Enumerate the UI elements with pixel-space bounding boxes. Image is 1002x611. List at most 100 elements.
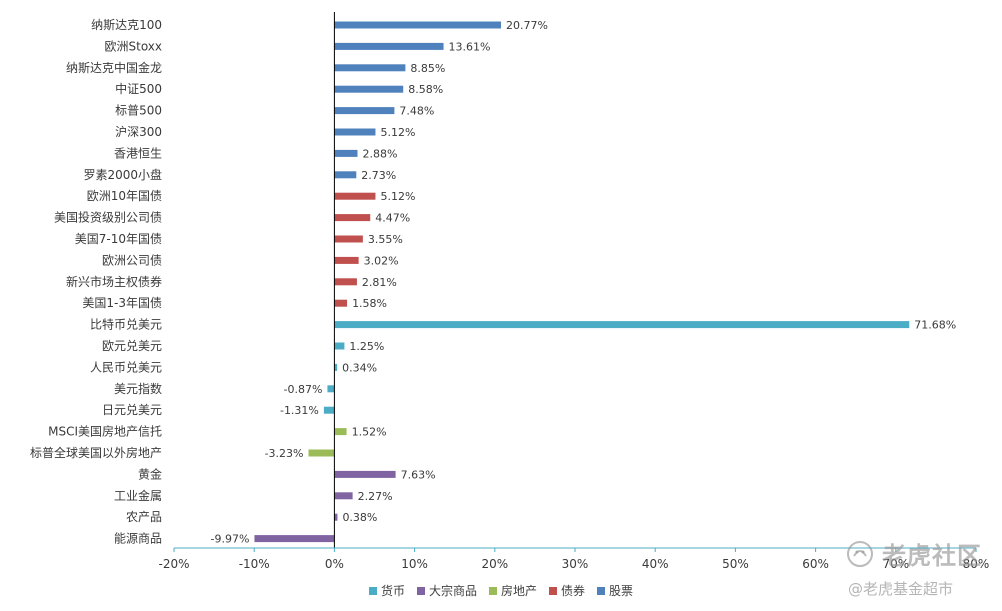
bar: [327, 385, 335, 393]
bar: [334, 149, 358, 157]
data-label: 8.58%: [408, 83, 443, 96]
category-label: 美元指数: [114, 381, 162, 396]
category-label: 美国投资级别公司债: [54, 210, 162, 225]
bar: [334, 299, 348, 307]
x-tick-label: 0%: [325, 557, 344, 571]
bar: [334, 428, 347, 436]
legend-swatch: [368, 586, 377, 595]
legend-swatch: [488, 586, 497, 595]
x-tick-label: 30%: [562, 557, 589, 571]
category-label: 纳斯达克100: [91, 18, 162, 32]
legend-swatch: [416, 586, 425, 595]
data-label: 5.12%: [380, 126, 415, 139]
bar: [334, 171, 357, 179]
data-label: 2.81%: [362, 276, 397, 289]
category-label: MSCI美国房地产信托: [48, 424, 162, 439]
legend-label: 债券: [561, 584, 586, 598]
bar: [334, 214, 371, 222]
bar: [323, 406, 335, 414]
category-label: 黄金: [138, 466, 162, 481]
bar: [254, 535, 335, 543]
category-label: 欧洲10年国债: [87, 189, 162, 203]
category-label: 比特币兑美元: [90, 317, 162, 332]
watermark-handle: @老虎基金超市: [848, 580, 954, 598]
watermark-title: 老虎社区: [882, 542, 982, 570]
data-label: 7.63%: [401, 468, 436, 481]
legend-label: 货币: [380, 584, 405, 598]
bar: [334, 278, 357, 286]
bar: [308, 449, 335, 457]
bar: [334, 342, 345, 350]
data-label: 3.02%: [364, 254, 399, 267]
data-label: -0.87%: [284, 383, 323, 396]
bar: [334, 64, 406, 72]
data-label: 1.52%: [352, 426, 387, 439]
legend-swatch: [597, 586, 606, 595]
bar: [334, 85, 404, 93]
bar: [334, 513, 338, 521]
legend-item: 货币: [368, 582, 405, 599]
bar: [334, 42, 444, 50]
data-label: 7.48%: [399, 105, 434, 118]
chart-legend: 货币 大宗商品 房地产 债券 股票: [0, 582, 1002, 599]
category-label: 人民币兑美元: [90, 360, 162, 374]
bar: [334, 321, 910, 329]
x-tick-label: 20%: [481, 557, 508, 571]
watermark: 老虎社区: [846, 536, 982, 571]
x-tick-label: 40%: [642, 557, 669, 571]
legend-item: 股票: [597, 582, 633, 599]
x-tick-label: 50%: [722, 557, 749, 571]
category-label: 日元兑美元: [102, 403, 162, 417]
legend-swatch: [549, 586, 557, 595]
data-label: 4.47%: [375, 212, 410, 225]
category-label: 美国1-3年国债: [82, 296, 162, 310]
data-label: 5.12%: [380, 190, 415, 203]
data-label: -3.23%: [265, 447, 304, 460]
bar: [334, 21, 501, 29]
bar: [334, 235, 363, 243]
legend-label: 房地产: [500, 584, 537, 598]
legend-label: 大宗商品: [428, 584, 477, 598]
x-tick-label: 10%: [401, 557, 428, 571]
category-label: 工业金属: [114, 488, 162, 503]
data-label: -9.97%: [211, 533, 250, 546]
data-label: 3.55%: [368, 233, 403, 246]
legend-item: 大宗商品: [416, 582, 477, 599]
data-label: 2.88%: [362, 147, 397, 160]
bar: [334, 256, 359, 264]
data-label: 71.68%: [914, 319, 956, 332]
x-tick-label: 70%: [882, 557, 909, 571]
category-label: 标普全球美国以外房地产: [30, 445, 162, 460]
bar: [334, 107, 395, 115]
category-label: 美国7-10年国债: [75, 232, 162, 246]
legend-label: 股票: [609, 584, 634, 598]
category-label: 欧洲Stoxx: [105, 39, 163, 53]
bar: [334, 128, 376, 136]
data-label: 1.25%: [349, 340, 384, 353]
legend-item: 债券: [549, 582, 585, 599]
data-label: 0.38%: [342, 511, 377, 524]
data-label: -1.31%: [280, 404, 319, 417]
bar: [334, 470, 396, 478]
category-label: 农产品: [126, 510, 162, 524]
legend-item: 房地产: [488, 582, 537, 599]
x-tick-label: -20%: [158, 557, 189, 571]
category-label: 新兴市场主权债券: [66, 274, 162, 289]
data-label: 20.77%: [506, 19, 548, 32]
bar: [334, 192, 376, 200]
bar: [334, 363, 338, 371]
category-label: 欧元兑美元: [102, 339, 162, 353]
category-label: 香港恒生: [114, 146, 162, 160]
data-label: 2.73%: [361, 169, 396, 182]
tiger-logo-icon: [847, 540, 873, 567]
category-label: 标普500: [115, 104, 162, 118]
category-label: 能源商品: [114, 531, 162, 546]
x-tick-label: 60%: [802, 557, 829, 571]
category-label: 罗素2000小盘: [83, 167, 162, 182]
category-label: 中证500: [115, 81, 162, 96]
category-label: 沪深300: [115, 125, 162, 139]
data-label: 8.85%: [410, 62, 445, 75]
data-label: 13.61%: [449, 40, 491, 53]
x-tick-label: 80%: [963, 557, 990, 571]
